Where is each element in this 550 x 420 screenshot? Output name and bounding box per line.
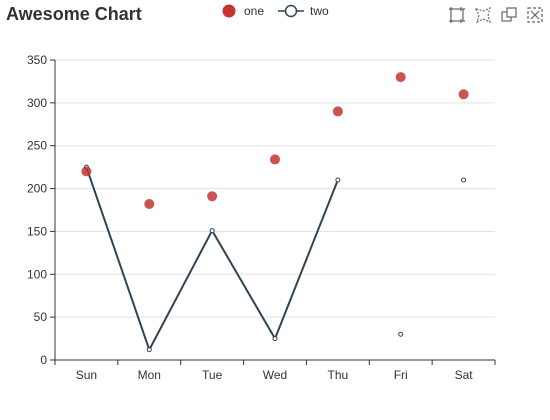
legend-item-one[interactable]: one: [220, 4, 264, 18]
y-tick-label: 0: [40, 353, 47, 367]
legend: one two: [220, 4, 343, 18]
close-icon[interactable]: [526, 6, 544, 24]
zoom-icon[interactable]: [448, 6, 466, 24]
series-one-point[interactable]: [395, 72, 406, 83]
legend-label-two: two: [310, 4, 329, 18]
series-one-point[interactable]: [332, 106, 343, 117]
series-one-point[interactable]: [207, 191, 218, 202]
lasso-icon[interactable]: [474, 6, 492, 24]
series-two-point[interactable]: [398, 331, 404, 337]
series-two-point[interactable]: [146, 347, 152, 353]
series-one-point[interactable]: [458, 89, 469, 100]
y-tick-label: 50: [34, 310, 48, 324]
chart-title: Awesome Chart: [6, 4, 142, 24]
series-two-point[interactable]: [335, 177, 341, 183]
y-tick-label: 250: [27, 139, 47, 153]
toolbox: [440, 6, 544, 24]
x-tick-label-thu: Thu: [328, 368, 349, 382]
x-tick-label-mon: Mon: [138, 368, 161, 382]
line-circle-icon: [278, 4, 305, 18]
x-tick-label-wed: Wed: [263, 368, 287, 382]
series-two-point[interactable]: [272, 336, 278, 342]
y-tick-label: 350: [27, 53, 47, 67]
series-one-point[interactable]: [81, 166, 92, 177]
y-tick-label: 300: [27, 96, 47, 110]
series-one-point[interactable]: [144, 199, 155, 209]
legend-item-two[interactable]: two: [278, 4, 329, 18]
series-two-point[interactable]: [461, 177, 467, 183]
restore-icon[interactable]: [500, 6, 518, 24]
x-tick-label-sun: Sun: [76, 368, 97, 382]
y-tick-label: 100: [27, 267, 47, 281]
legend-label-one: one: [244, 4, 265, 18]
y-tick-label: 200: [27, 182, 47, 196]
circle-icon: [222, 4, 236, 18]
y-tick-label: 150: [27, 224, 47, 238]
series-two-point[interactable]: [209, 228, 215, 234]
x-tick-label-sat: Sat: [455, 368, 474, 382]
x-tick-label-fri: Fri: [394, 368, 408, 382]
x-tick-label-tue: Tue: [202, 368, 223, 382]
series-one-point[interactable]: [270, 154, 280, 165]
